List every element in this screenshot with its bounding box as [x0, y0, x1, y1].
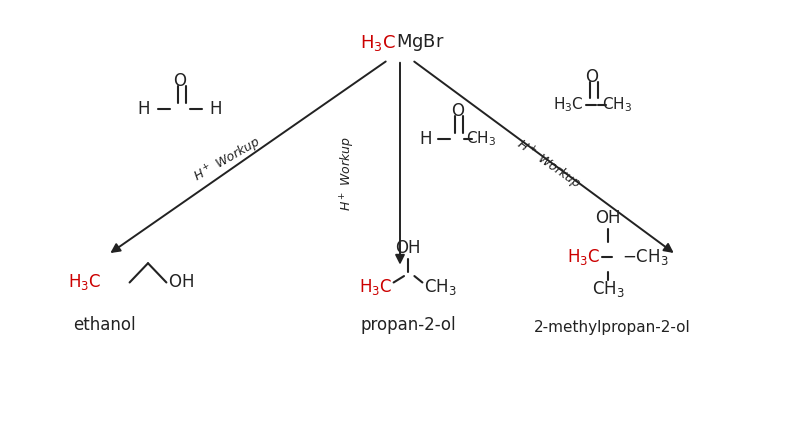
- Text: H: H: [210, 100, 222, 118]
- Text: $\mathsf{-CH_3}$: $\mathsf{-CH_3}$: [622, 247, 668, 267]
- Text: $\mathsf{CH_3}$: $\mathsf{CH_3}$: [592, 279, 624, 299]
- Text: O: O: [451, 102, 464, 120]
- Text: $\mathsf{H_3C}$: $\mathsf{H_3C}$: [358, 277, 392, 297]
- Text: O: O: [174, 72, 186, 90]
- Text: $H^+$ Workup: $H^+$ Workup: [339, 136, 357, 211]
- Text: H: H: [419, 130, 432, 148]
- Text: $H^+$ Workup: $H^+$ Workup: [512, 136, 584, 194]
- Text: O: O: [586, 68, 598, 86]
- Text: $\mathsf{H_3C}$: $\mathsf{H_3C}$: [554, 95, 584, 114]
- Text: 2-methylpropan-2-ol: 2-methylpropan-2-ol: [534, 320, 690, 335]
- Text: propan-2-ol: propan-2-ol: [360, 316, 456, 334]
- Text: $H^+$ Workup: $H^+$ Workup: [191, 134, 265, 187]
- Text: OH: OH: [395, 239, 421, 257]
- Text: ethanol: ethanol: [73, 316, 135, 334]
- Text: $\mathsf{CH_3}$: $\mathsf{CH_3}$: [424, 277, 457, 297]
- Text: $\mathsf{MgBr}$: $\mathsf{MgBr}$: [396, 32, 445, 54]
- Text: $\mathsf{H_3C}$: $\mathsf{H_3C}$: [68, 273, 102, 292]
- Text: $\mathsf{H_3C}$: $\mathsf{H_3C}$: [566, 247, 600, 267]
- Text: $\mathsf{OH}$: $\mathsf{OH}$: [168, 273, 194, 291]
- Text: $\mathsf{CH_3}$: $\mathsf{CH_3}$: [466, 130, 496, 149]
- Text: OH: OH: [595, 209, 621, 227]
- Text: H: H: [138, 100, 150, 118]
- Text: $\mathsf{H_3C}$: $\mathsf{H_3C}$: [360, 33, 396, 53]
- Text: $\mathsf{CH_3}$: $\mathsf{CH_3}$: [602, 95, 632, 114]
